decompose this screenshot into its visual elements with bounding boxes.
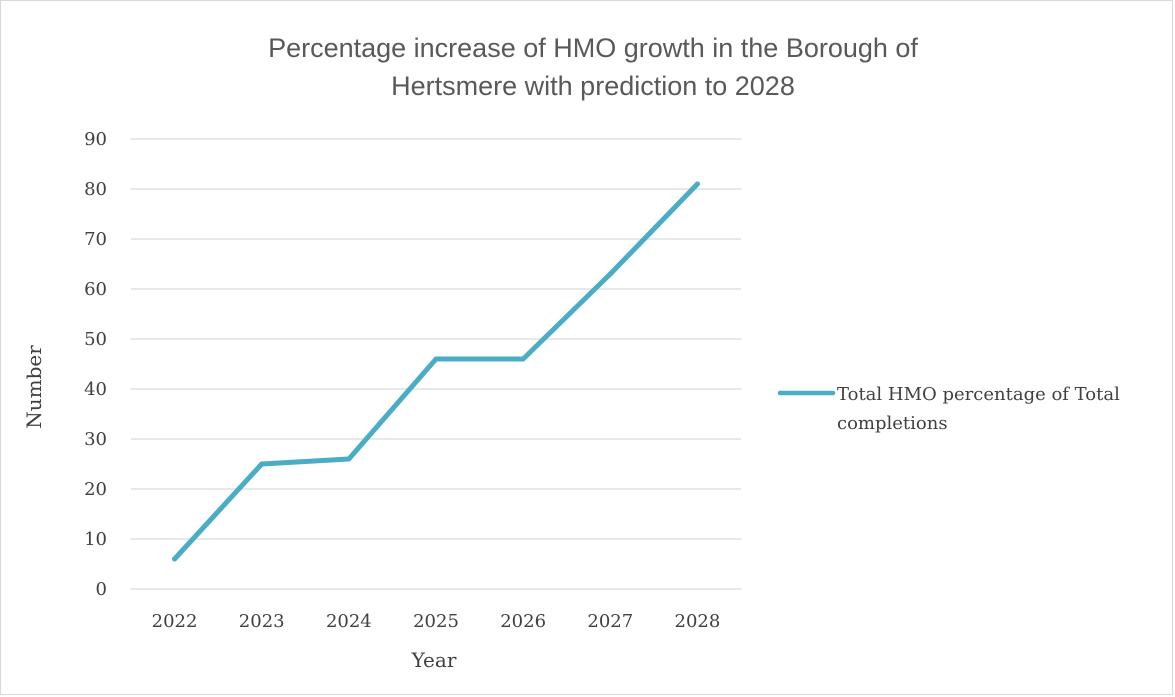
y-tick-label: 0 — [96, 579, 107, 600]
x-tick-label: 2027 — [587, 611, 633, 632]
y-tick-label: 20 — [84, 479, 107, 500]
legend: Total HMO percentage of Total completion… — [777, 384, 1120, 434]
x-tick-label: 2023 — [239, 611, 285, 632]
series-line-0 — [172, 181, 700, 562]
data-point — [346, 456, 352, 462]
legend-label-line-1: Total HMO percentage of Total — [837, 384, 1120, 405]
y-tick-label: 30 — [84, 429, 107, 450]
x-tick-label: 2022 — [152, 611, 198, 632]
y-axis-title: Number — [22, 345, 46, 429]
legend-label-line-2: completions — [837, 413, 948, 434]
x-tick-label: 2028 — [675, 611, 721, 632]
y-tick-label: 90 — [84, 129, 107, 150]
x-axis-title: Year — [411, 648, 457, 672]
x-axis-ticks: 2022 2023 2024 2025 2026 2027 2028 — [152, 611, 721, 632]
y-tick-label: 80 — [84, 179, 107, 200]
x-tick-label: 2024 — [326, 611, 372, 632]
data-point — [694, 181, 700, 187]
chart-title-line-1: Percentage increase of HMO growth in the… — [268, 33, 918, 63]
y-axis-ticks: 0 10 20 30 40 50 60 70 80 90 — [84, 129, 107, 600]
data-point — [607, 271, 613, 277]
series-lines — [172, 181, 700, 562]
chart-title: Percentage increase of HMO growth in the… — [268, 33, 918, 101]
gridlines — [131, 138, 741, 590]
chart-title-line-2: Hertsmere with prediction to 2028 — [391, 71, 795, 101]
y-tick-label: 10 — [84, 529, 107, 550]
y-tick-label: 60 — [84, 279, 107, 300]
y-tick-label: 50 — [84, 329, 107, 350]
x-tick-label: 2026 — [500, 611, 546, 632]
x-tick-label: 2025 — [413, 611, 459, 632]
y-tick-label: 70 — [84, 229, 107, 250]
data-point — [259, 461, 265, 467]
data-point — [520, 356, 526, 362]
data-point — [433, 356, 439, 362]
data-point — [172, 556, 178, 562]
y-tick-label: 40 — [84, 379, 107, 400]
